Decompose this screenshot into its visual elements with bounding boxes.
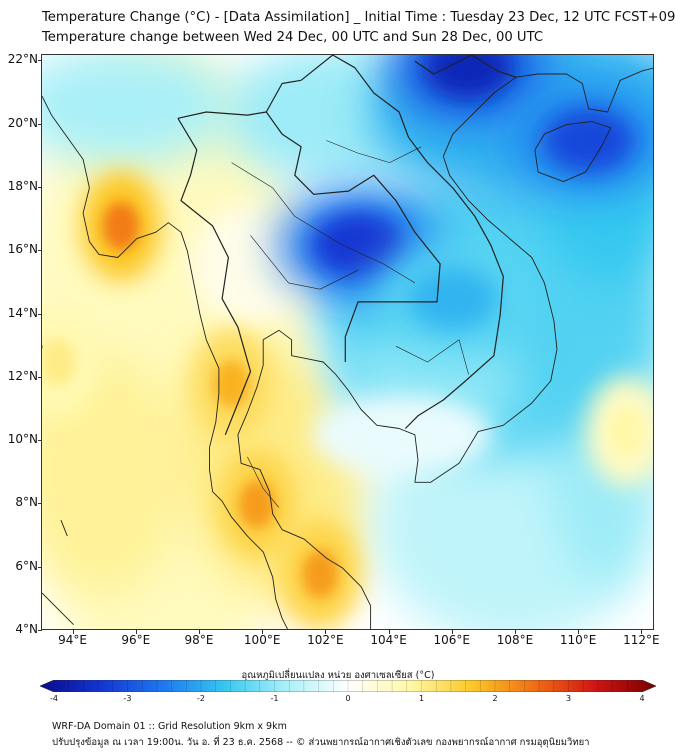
lat-tick bbox=[38, 566, 42, 568]
coastline-hainan bbox=[534, 121, 612, 183]
lat-label: 10°N bbox=[7, 432, 38, 447]
lon-label: 94°E bbox=[58, 633, 88, 647]
lat-tick bbox=[38, 440, 42, 442]
border-laos-vietnam-cambodia bbox=[300, 55, 504, 429]
border-thailand-laos bbox=[177, 111, 441, 362]
colorbar-tick-label: 3 bbox=[565, 694, 572, 703]
warm-center-core bbox=[238, 480, 275, 529]
cold-center-core bbox=[312, 212, 403, 277]
coastline-sumatra bbox=[42, 592, 74, 626]
lat-label: 14°N bbox=[7, 305, 38, 320]
lon-tick bbox=[641, 630, 643, 634]
footer-credit: ปรับปรุงข้อมูล ณ เวลา 19:00น. วัน อ. ที่… bbox=[52, 737, 590, 748]
temperature-field bbox=[42, 55, 653, 629]
lon-label: 112°E bbox=[623, 633, 660, 647]
colorbar-tick-label: -1 bbox=[270, 694, 279, 703]
warm-center-core bbox=[42, 337, 76, 386]
neutral-wash bbox=[312, 395, 492, 475]
border-china-vietnam bbox=[414, 55, 517, 78]
colorbar-tick-label: -3 bbox=[123, 694, 132, 703]
lon-tick bbox=[388, 630, 390, 634]
lon-tick bbox=[72, 630, 74, 634]
lon-tick bbox=[578, 630, 580, 634]
lat-label: 12°N bbox=[7, 368, 38, 383]
coastline-west bbox=[42, 95, 288, 629]
colorbar-title: อุณหภูมิเปลี่ยนแปลง หน่วย องศาเซลเซียส (… bbox=[241, 670, 435, 681]
lat-tick bbox=[38, 313, 42, 315]
warm-center-core bbox=[302, 550, 339, 599]
map-title-line-1: Temperature Change (°C) - [Data Assimila… bbox=[42, 10, 676, 25]
lat-label: 6°N bbox=[15, 558, 38, 573]
lat-label: 20°N bbox=[7, 115, 38, 130]
footer-model-info: WRF-DA Domain 01 :: Grid Resolution 9km … bbox=[52, 721, 287, 732]
province-lines bbox=[247, 456, 280, 508]
colorbar-tick-label: 0 bbox=[345, 694, 351, 703]
lon-label: 110°E bbox=[559, 633, 597, 647]
coastline-nicobar bbox=[60, 520, 68, 537]
lon-label: 104°E bbox=[370, 633, 407, 647]
coastline-east bbox=[237, 67, 653, 629]
lon-label: 108°E bbox=[496, 633, 534, 647]
colorbar-gradient bbox=[40, 680, 656, 692]
lat-label: 22°N bbox=[7, 52, 38, 67]
colorbar-tick-label: -2 bbox=[197, 694, 205, 703]
border-laos-north bbox=[265, 79, 302, 113]
lat-tick bbox=[38, 376, 42, 378]
lon-label: 98°E bbox=[184, 633, 214, 647]
province-lines bbox=[326, 140, 422, 163]
lon-label: 100°E bbox=[243, 633, 281, 647]
province-lines bbox=[231, 162, 416, 284]
cold-center-core bbox=[543, 108, 634, 173]
cool-wash bbox=[42, 55, 232, 165]
lon-tick bbox=[198, 630, 200, 634]
lon-label: 102°E bbox=[307, 633, 344, 647]
lat-tick bbox=[38, 630, 42, 631]
map-title-line-2: Temperature change between Wed 24 Dec, 0… bbox=[42, 30, 544, 45]
lon-tick bbox=[325, 630, 327, 634]
cold-center-core bbox=[423, 55, 514, 100]
border-myanmar-thailand bbox=[177, 117, 252, 436]
lon-tick bbox=[514, 630, 516, 634]
lat-label: 8°N bbox=[15, 495, 38, 510]
cold-center-core bbox=[407, 266, 498, 331]
lon-tick bbox=[451, 630, 453, 634]
lat-tick bbox=[38, 186, 42, 188]
province-lines bbox=[395, 339, 469, 375]
warm-center-core bbox=[608, 407, 645, 456]
lon-label: 96°E bbox=[121, 633, 151, 647]
warm-center-core bbox=[102, 201, 139, 250]
coastlines-and-borders bbox=[42, 55, 653, 629]
lat-tick bbox=[38, 250, 42, 252]
colorbar-tick-label: -4 bbox=[50, 694, 58, 703]
colorbar bbox=[40, 680, 656, 692]
lat-label: 16°N bbox=[7, 242, 38, 257]
colorbar-tick-label: 2 bbox=[492, 694, 498, 703]
lat-tick bbox=[38, 60, 42, 62]
temperature-change-map bbox=[41, 54, 654, 630]
colorbar-tick-label: 4 bbox=[639, 694, 645, 703]
lon-tick bbox=[135, 630, 137, 634]
lat-tick bbox=[38, 123, 42, 125]
lat-tick bbox=[38, 503, 42, 505]
lat-label: 18°N bbox=[7, 178, 38, 193]
lon-label: 106°E bbox=[433, 633, 471, 647]
province-lines bbox=[250, 235, 359, 290]
lon-tick bbox=[262, 630, 264, 634]
warm-wash bbox=[42, 355, 182, 595]
colorbar-tick-label: 1 bbox=[418, 694, 425, 703]
lat-label: 4°N bbox=[15, 622, 38, 636]
